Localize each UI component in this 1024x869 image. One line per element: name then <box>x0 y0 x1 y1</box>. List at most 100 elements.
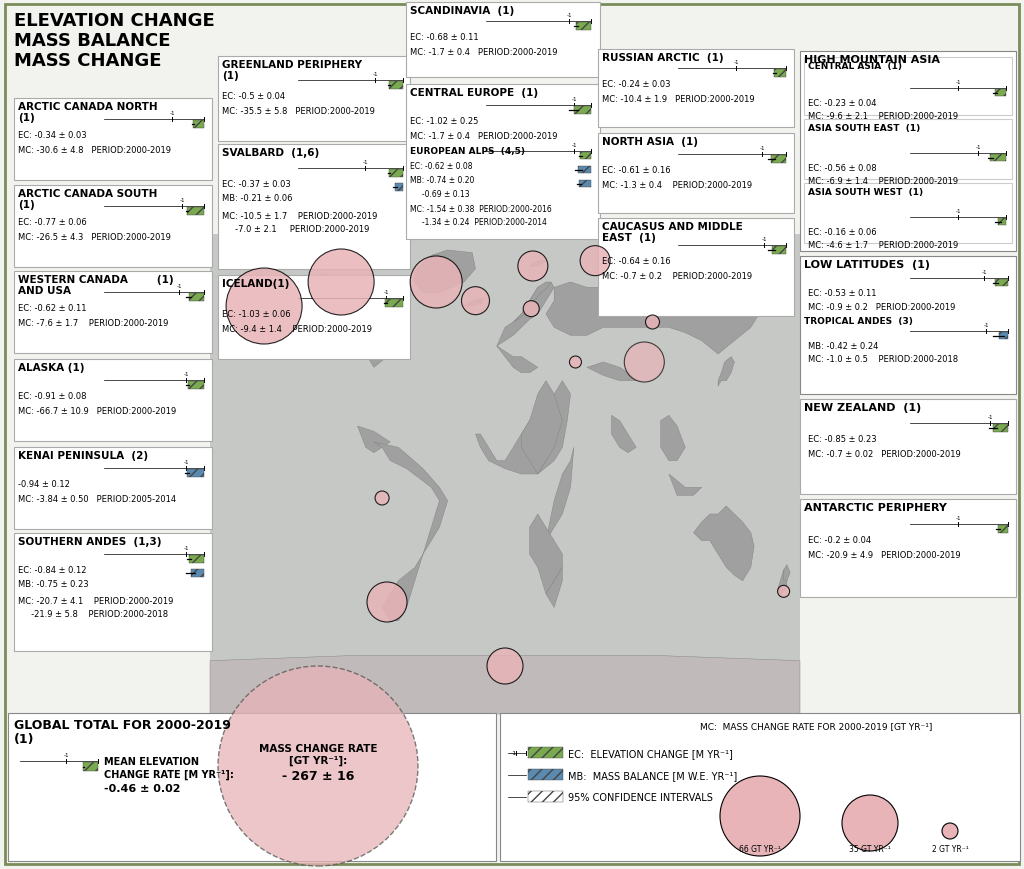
Circle shape <box>581 247 610 276</box>
Text: -1: -1 <box>383 289 389 295</box>
Bar <box>194 121 204 129</box>
Text: ARCTIC CANADA NORTH: ARCTIC CANADA NORTH <box>18 102 158 112</box>
Text: ANTARCTIC PERIPHERY: ANTARCTIC PERIPHERY <box>804 502 947 513</box>
Polygon shape <box>521 381 562 474</box>
Text: -1: -1 <box>975 145 981 149</box>
Circle shape <box>942 823 958 839</box>
Text: HIGH MOUNTAIN ASIA: HIGH MOUNTAIN ASIA <box>804 55 940 65</box>
Circle shape <box>487 648 523 684</box>
Bar <box>998 526 1008 534</box>
Text: LOW LATITUDES  (1): LOW LATITUDES (1) <box>804 260 930 269</box>
Polygon shape <box>777 570 786 597</box>
FancyBboxPatch shape <box>14 534 212 651</box>
FancyBboxPatch shape <box>14 186 212 268</box>
Text: MC: -30.6 ± 4.8   PERIOD:2000-2019: MC: -30.6 ± 4.8 PERIOD:2000-2019 <box>18 146 171 155</box>
Polygon shape <box>415 251 475 294</box>
Polygon shape <box>475 381 570 474</box>
Bar <box>389 82 403 90</box>
Text: MC: -7.6 ± 1.7    PERIOD:2000-2019: MC: -7.6 ± 1.7 PERIOD:2000-2019 <box>18 319 168 328</box>
Polygon shape <box>546 567 562 607</box>
Text: MC: -1.3 ± 0.4    PERIOD:2000-2019: MC: -1.3 ± 0.4 PERIOD:2000-2019 <box>602 181 752 189</box>
Bar <box>187 208 204 216</box>
Text: -1: -1 <box>571 96 577 102</box>
Polygon shape <box>587 362 636 381</box>
Text: MASS BALANCE: MASS BALANCE <box>14 32 171 50</box>
Bar <box>188 294 204 302</box>
FancyBboxPatch shape <box>406 85 600 240</box>
Text: MASS CHANGE: MASS CHANGE <box>14 52 162 70</box>
Text: MASS CHANGE RATE: MASS CHANGE RATE <box>259 743 377 753</box>
Bar <box>577 23 591 31</box>
FancyBboxPatch shape <box>218 275 410 360</box>
Bar <box>190 569 204 577</box>
Text: -1: -1 <box>981 269 987 275</box>
Polygon shape <box>669 474 701 495</box>
FancyBboxPatch shape <box>5 5 1019 864</box>
Polygon shape <box>513 282 551 322</box>
Polygon shape <box>718 357 734 387</box>
Text: MB: -0.75 ± 0.23: MB: -0.75 ± 0.23 <box>18 580 89 588</box>
FancyBboxPatch shape <box>14 360 212 441</box>
Text: -0.69 ± 0.13: -0.69 ± 0.13 <box>410 189 470 199</box>
Polygon shape <box>529 262 546 267</box>
Text: MC: -26.5 ± 4.3   PERIOD:2000-2019: MC: -26.5 ± 4.3 PERIOD:2000-2019 <box>18 233 171 242</box>
Circle shape <box>367 582 407 622</box>
Bar <box>774 70 786 78</box>
Bar <box>385 300 403 308</box>
Text: (1): (1) <box>18 200 35 209</box>
Text: -1: -1 <box>511 750 517 755</box>
Circle shape <box>645 315 659 329</box>
Text: -0.46 ± 0.02: -0.46 ± 0.02 <box>104 783 180 793</box>
Text: EC: -0.84 ± 0.12: EC: -0.84 ± 0.12 <box>18 566 86 574</box>
Text: MC: -6.9 ± 1.4    PERIOD:2000-2019: MC: -6.9 ± 1.4 PERIOD:2000-2019 <box>808 176 958 186</box>
Text: MC: -3.84 ± 0.50   PERIOD:2005-2014: MC: -3.84 ± 0.50 PERIOD:2005-2014 <box>18 494 176 503</box>
Text: ELEVATION CHANGE: ELEVATION CHANGE <box>14 12 215 30</box>
Bar <box>83 762 98 771</box>
Text: KENAI PENINSULA  (2): KENAI PENINSULA (2) <box>18 450 148 461</box>
Text: (1): (1) <box>14 733 35 745</box>
Polygon shape <box>374 442 447 621</box>
Text: -1: -1 <box>759 146 765 151</box>
Polygon shape <box>234 275 407 368</box>
Text: EC: -0.53 ± 0.11: EC: -0.53 ± 0.11 <box>808 289 877 298</box>
FancyBboxPatch shape <box>14 272 212 354</box>
FancyBboxPatch shape <box>406 3 600 78</box>
Text: EC: -0.5 ± 0.04: EC: -0.5 ± 0.04 <box>222 92 285 101</box>
Text: MC: -1.7 ± 0.4   PERIOD:2000-2019: MC: -1.7 ± 0.4 PERIOD:2000-2019 <box>410 132 557 141</box>
Text: -1: -1 <box>955 209 961 214</box>
Text: MB: -0.74 ± 0.20: MB: -0.74 ± 0.20 <box>410 176 474 185</box>
Text: EAST  (1): EAST (1) <box>602 233 656 242</box>
Text: CAUCASUS AND MIDDLE: CAUCASUS AND MIDDLE <box>602 222 742 232</box>
Bar <box>573 107 591 115</box>
Text: -1: -1 <box>955 515 961 521</box>
Text: -1: -1 <box>176 283 181 289</box>
Polygon shape <box>497 282 554 374</box>
Text: -1: -1 <box>987 415 992 420</box>
Text: CENTRAL EUROPE  (1): CENTRAL EUROPE (1) <box>410 88 539 98</box>
FancyBboxPatch shape <box>804 183 1012 243</box>
Bar <box>581 153 591 160</box>
Text: - 267 ± 16: - 267 ± 16 <box>282 769 354 782</box>
Text: EC: -0.2 ± 0.04: EC: -0.2 ± 0.04 <box>808 535 871 544</box>
Circle shape <box>462 288 489 315</box>
Circle shape <box>411 256 462 308</box>
Text: -1: -1 <box>362 160 368 165</box>
Text: ASIA SOUTH WEST  (1): ASIA SOUTH WEST (1) <box>808 188 923 196</box>
Text: EC: -1.03 ± 0.06: EC: -1.03 ± 0.06 <box>222 309 291 319</box>
Text: EC: -0.91 ± 0.08: EC: -0.91 ± 0.08 <box>18 392 86 401</box>
Bar <box>528 791 563 802</box>
Text: 35 GT YR⁻¹: 35 GT YR⁻¹ <box>849 844 891 853</box>
Bar <box>990 155 1006 162</box>
Circle shape <box>523 302 540 317</box>
Circle shape <box>842 795 898 851</box>
Text: MC: -1.0 ± 0.5    PERIOD:2000-2018: MC: -1.0 ± 0.5 PERIOD:2000-2018 <box>808 355 958 363</box>
Text: EC: -0.16 ± 0.06: EC: -0.16 ± 0.06 <box>808 228 877 236</box>
Polygon shape <box>546 448 573 541</box>
Bar <box>188 555 204 563</box>
Text: -1.34 ± 0.24  PERIOD:2000-2014: -1.34 ± 0.24 PERIOD:2000-2014 <box>410 218 547 227</box>
Bar <box>389 169 403 178</box>
FancyBboxPatch shape <box>800 52 1016 252</box>
Text: EC: -0.56 ± 0.08: EC: -0.56 ± 0.08 <box>808 164 877 173</box>
Bar <box>771 156 786 164</box>
Text: EC: -0.23 ± 0.04: EC: -0.23 ± 0.04 <box>808 99 877 108</box>
